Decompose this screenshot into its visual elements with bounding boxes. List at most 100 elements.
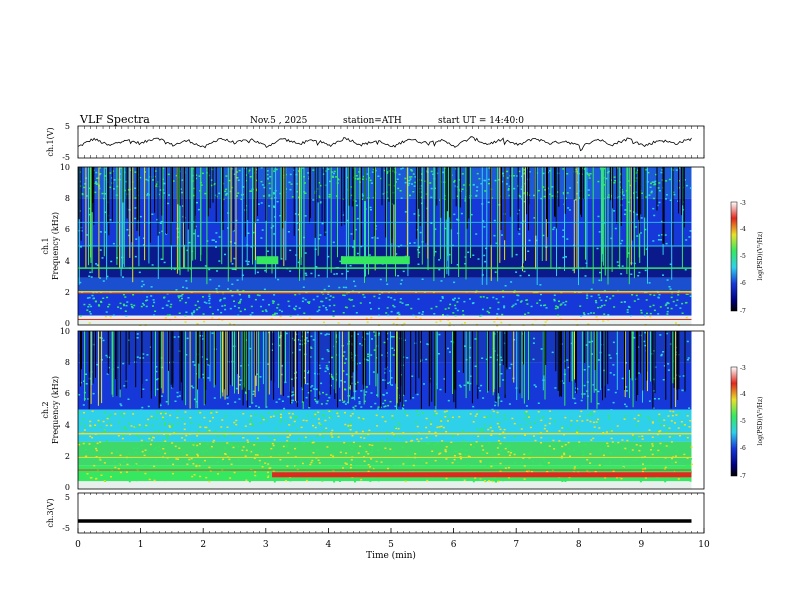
spectrum-speckle xyxy=(680,421,683,423)
spectrum-speckle xyxy=(611,441,614,443)
spectrum-speckle xyxy=(119,471,122,474)
spectrum-speckle xyxy=(530,305,533,308)
spectrum-speckle xyxy=(197,235,200,237)
spectrum-speckle xyxy=(660,353,663,356)
spectrum-burst xyxy=(470,167,471,258)
spectrum-speckle xyxy=(262,418,265,421)
spectrum-speckle xyxy=(421,459,424,461)
spectrum-burst xyxy=(585,167,586,260)
spectrum-speckle xyxy=(260,180,263,183)
spectrum-speckle xyxy=(464,443,467,446)
spectrum-speckle xyxy=(99,167,102,169)
spectrum-speckle xyxy=(561,480,564,482)
spectrum-speckle xyxy=(273,481,276,483)
spectrum-dark-streak xyxy=(351,167,353,207)
spectrum-speckle xyxy=(459,456,462,458)
spectrum-speckle xyxy=(162,411,165,413)
spectrum-speckle xyxy=(287,300,290,303)
spectrum-speckle xyxy=(177,296,180,299)
spectrum-speckle xyxy=(228,458,231,461)
spectrum-speckle xyxy=(425,207,428,210)
spectrum-speckle xyxy=(103,431,106,433)
spectrum-speckle xyxy=(373,467,376,470)
spectrum-dark-streak xyxy=(318,331,320,400)
spectrum-speckle xyxy=(494,179,497,182)
spectrum-speckle xyxy=(81,193,84,196)
spectrum-burst xyxy=(604,167,606,276)
spectrum-burst xyxy=(106,167,108,280)
spectrum-speckle xyxy=(354,405,357,407)
spectrum-burst xyxy=(369,331,371,386)
spectrum-speckle xyxy=(549,170,551,172)
spectrum-speckle xyxy=(351,299,354,301)
spectrum-speckle xyxy=(620,193,623,195)
spectrum-speckle xyxy=(249,176,252,178)
spectrum-speckle xyxy=(496,331,499,333)
spectrum-speckle xyxy=(438,259,441,261)
spectrum-speckle xyxy=(506,170,509,173)
spectrum-speckle xyxy=(134,217,137,220)
spectrum-speckle xyxy=(126,301,129,303)
spectrum-speckle xyxy=(410,440,413,442)
spectrum-speckle xyxy=(387,404,390,407)
spectrum-speckle xyxy=(252,467,255,469)
spectrum-speckle xyxy=(657,297,660,299)
spectrum-speckle xyxy=(103,462,106,464)
spectrum-speckle xyxy=(239,379,242,381)
spectrum-speckle xyxy=(668,286,671,288)
spectrum-speckle xyxy=(658,413,661,416)
spectrum-speckle xyxy=(242,437,245,439)
spectrum-speckle xyxy=(86,234,89,236)
spectrum-speckle xyxy=(312,424,314,427)
spectrum-speckle xyxy=(310,335,313,338)
spectrum-speckle xyxy=(389,400,392,403)
spectrum-speckle xyxy=(477,435,480,438)
spectrum-speckle xyxy=(268,194,271,196)
spectrum-speckle xyxy=(626,439,629,442)
spectrum-speckle xyxy=(658,293,661,296)
spectrum-speckle xyxy=(82,418,85,421)
spectrum-speckle xyxy=(488,480,490,482)
spectrum-speckle xyxy=(472,446,475,448)
spectrum-speckle xyxy=(280,416,282,419)
spectrum-speckle xyxy=(188,458,191,461)
spectrum-dark-streak xyxy=(187,167,189,230)
spectrum-speckle xyxy=(425,426,428,429)
spectrum-speckle xyxy=(494,462,497,465)
spectrum-speckle xyxy=(152,436,154,439)
spectrum-speckle xyxy=(310,347,313,349)
spectrum-speckle xyxy=(533,194,535,197)
spectrum-speckle xyxy=(453,455,456,457)
spectrum-speckle xyxy=(523,169,526,171)
spectrum-speckle xyxy=(474,338,477,340)
spectrum-burst xyxy=(675,331,677,407)
spectrum-speckle xyxy=(178,395,181,397)
spectrum-speckle xyxy=(518,194,521,197)
spectrum-dark-streak xyxy=(462,331,464,373)
spectrum-speckle xyxy=(386,431,388,433)
spectrum-speckle xyxy=(480,314,483,317)
spectrum-speckle xyxy=(503,436,506,439)
spectrum-burst xyxy=(433,167,435,257)
spectrum-speckle xyxy=(425,417,428,420)
spectrum-speckle xyxy=(627,305,630,308)
spectrum-speckle xyxy=(102,420,105,423)
spectrum-speckle xyxy=(292,394,295,396)
spectrum-speckle xyxy=(643,340,646,343)
spectrum-speckle xyxy=(609,357,612,359)
spectrum-speckle xyxy=(295,305,298,308)
spectrum-speckle xyxy=(602,468,605,470)
spectrum-speckle xyxy=(527,250,530,252)
spectrum-speckle xyxy=(675,304,678,307)
spectrum-speckle xyxy=(438,268,441,271)
spectrum-dark-streak xyxy=(654,331,656,394)
spectrum-speckle xyxy=(358,362,361,364)
spectrum-speckle xyxy=(646,312,648,315)
spectrum-speckle xyxy=(543,195,546,198)
spectrum-speckle xyxy=(569,470,572,472)
spectrum-speckle xyxy=(615,476,618,479)
spectrum-speckle xyxy=(391,450,394,453)
spectrum-speckle xyxy=(556,307,559,309)
spectrum-speckle xyxy=(174,316,177,318)
spectrum-speckle xyxy=(625,386,628,388)
